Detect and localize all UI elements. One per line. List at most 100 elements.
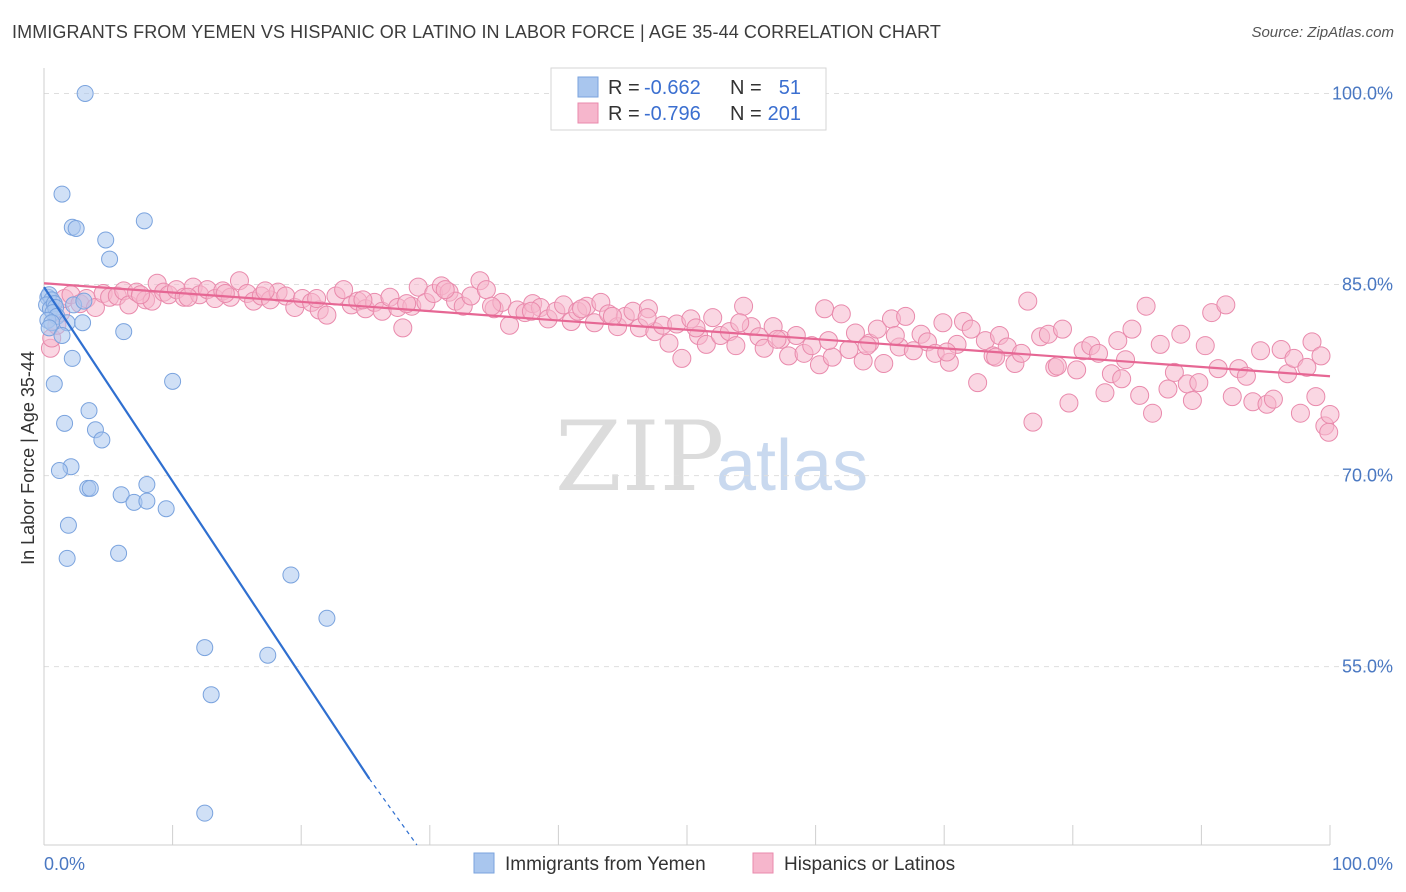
data-point-yemen: [56, 414, 74, 432]
legend-bottom: Immigrants from Yemen Hispanics or Latin…: [473, 852, 955, 875]
data-point-yemen: [53, 185, 71, 203]
data-point-hispanics: [1053, 319, 1073, 339]
y-tick-label: 70.0%: [1342, 466, 1393, 486]
data-point-hispanics: [822, 347, 842, 367]
data-point-hispanics: [1112, 369, 1132, 389]
data-point-hispanics: [867, 319, 887, 339]
data-point-hispanics: [1116, 350, 1136, 370]
data-point-hispanics: [1059, 393, 1079, 413]
legend-top: R = -0.662 N = 51 R = -0.796 N = 201: [550, 67, 827, 131]
trend-line-hispanics: [43, 282, 1331, 378]
data-point-hispanics: [1263, 389, 1283, 409]
data-point-hispanics: [961, 319, 981, 339]
data-point-hispanics: [734, 296, 754, 316]
data-point-hispanics: [1319, 422, 1339, 442]
data-point-hispanics: [1236, 366, 1256, 386]
data-point-hispanics: [1108, 331, 1128, 351]
data-point-hispanics: [730, 313, 750, 333]
series-yemen-points: [38, 84, 336, 822]
legend-bottom-label-hispanic: Hispanics or Latinos: [784, 854, 955, 875]
data-point-hispanics: [815, 299, 835, 319]
watermark-zip: ZIP: [555, 401, 724, 513]
data-point-yemen: [138, 492, 156, 510]
y-axis-label: In Labor Force | Age 35-44: [18, 351, 38, 565]
y-tick-label: 85.0%: [1342, 275, 1393, 295]
data-point-hispanics: [896, 306, 916, 326]
data-point-yemen: [97, 231, 115, 249]
data-point-yemen: [50, 462, 68, 480]
data-point-hispanics: [1306, 387, 1326, 407]
legend-top-n-label-hispanic: N =: [730, 103, 762, 125]
data-point-hispanics: [521, 301, 541, 321]
data-point-hispanics: [1311, 346, 1331, 366]
data-point-hispanics: [1089, 343, 1109, 363]
legend-bottom-swatch-yemen: [473, 852, 495, 874]
data-point-hispanics: [307, 289, 327, 309]
trend-line-yemen: [43, 286, 371, 780]
data-point-hispanics: [686, 318, 706, 338]
data-point-hispanics: [1018, 291, 1038, 311]
data-point-yemen: [76, 84, 94, 102]
data-point-yemen: [196, 804, 214, 822]
data-point-hispanics: [482, 296, 502, 316]
chart-title: IMMIGRANTS FROM YEMEN VS HISPANIC OR LAT…: [12, 22, 941, 42]
legend-bottom-label-yemen: Immigrants from Yemen: [505, 854, 706, 875]
data-point-hispanics: [1216, 295, 1236, 315]
data-point-yemen: [81, 479, 99, 497]
data-point-yemen: [259, 646, 277, 664]
data-point-hispanics: [703, 308, 723, 328]
legend-bottom-swatch-hispanic: [752, 852, 774, 874]
legend-top-n-label-yemen: N =: [730, 77, 762, 99]
data-point-hispanics: [1171, 324, 1191, 344]
data-point-hispanics: [1189, 373, 1209, 393]
data-point-yemen: [80, 402, 98, 420]
data-point-yemen: [101, 250, 119, 268]
data-point-hispanics: [334, 280, 354, 300]
data-point-hispanics: [1297, 357, 1317, 377]
legend-top-r-value-yemen: -0.662: [644, 77, 701, 99]
data-point-hispanics: [1195, 336, 1215, 356]
data-point-hispanics: [857, 336, 877, 356]
data-point-hispanics: [1164, 362, 1184, 382]
data-point-hispanics: [937, 342, 957, 362]
data-point-hispanics: [1320, 404, 1340, 424]
data-point-hispanics: [659, 333, 679, 353]
data-point-hispanics: [637, 308, 657, 328]
data-point-yemen: [63, 349, 81, 367]
x-tick-label-min: 0.0%: [44, 854, 85, 874]
data-point-yemen: [135, 212, 153, 230]
data-point-hispanics: [726, 336, 746, 356]
data-point-yemen: [93, 431, 111, 449]
data-point-hispanics: [696, 334, 716, 354]
x-ticks: [172, 825, 1331, 845]
data-point-yemen: [112, 486, 130, 504]
data-point-yemen: [40, 319, 58, 337]
data-point-yemen: [45, 375, 63, 393]
data-point-hispanics: [874, 354, 894, 374]
data-point-hispanics: [1143, 403, 1163, 423]
data-point-hispanics: [1047, 356, 1067, 376]
data-point-hispanics: [602, 306, 622, 326]
chart-source: Source: ZipAtlas.com: [1251, 24, 1394, 41]
data-point-hispanics: [435, 280, 455, 300]
data-point-yemen: [110, 544, 128, 562]
legend-top-n-value-hispanic: 201: [768, 103, 801, 125]
data-point-yemen: [115, 323, 133, 341]
data-point-hispanics: [1095, 383, 1115, 403]
watermark-atlas: atlas: [716, 426, 868, 506]
trend-lines: [43, 282, 1331, 846]
data-point-hispanics: [672, 348, 692, 368]
data-point-yemen: [282, 566, 300, 584]
data-point-yemen: [75, 292, 93, 310]
data-point-hispanics: [1222, 387, 1242, 407]
legend-top-r-label-yemen: R =: [608, 77, 640, 99]
data-point-hispanics: [831, 304, 851, 324]
data-point-hispanics: [1067, 360, 1087, 380]
data-point-yemen: [196, 639, 214, 657]
data-point-hispanics: [255, 281, 275, 301]
data-point-yemen: [138, 476, 156, 494]
data-point-hispanics: [1150, 334, 1170, 354]
data-point-hispanics: [130, 285, 150, 305]
data-point-yemen: [157, 500, 175, 518]
